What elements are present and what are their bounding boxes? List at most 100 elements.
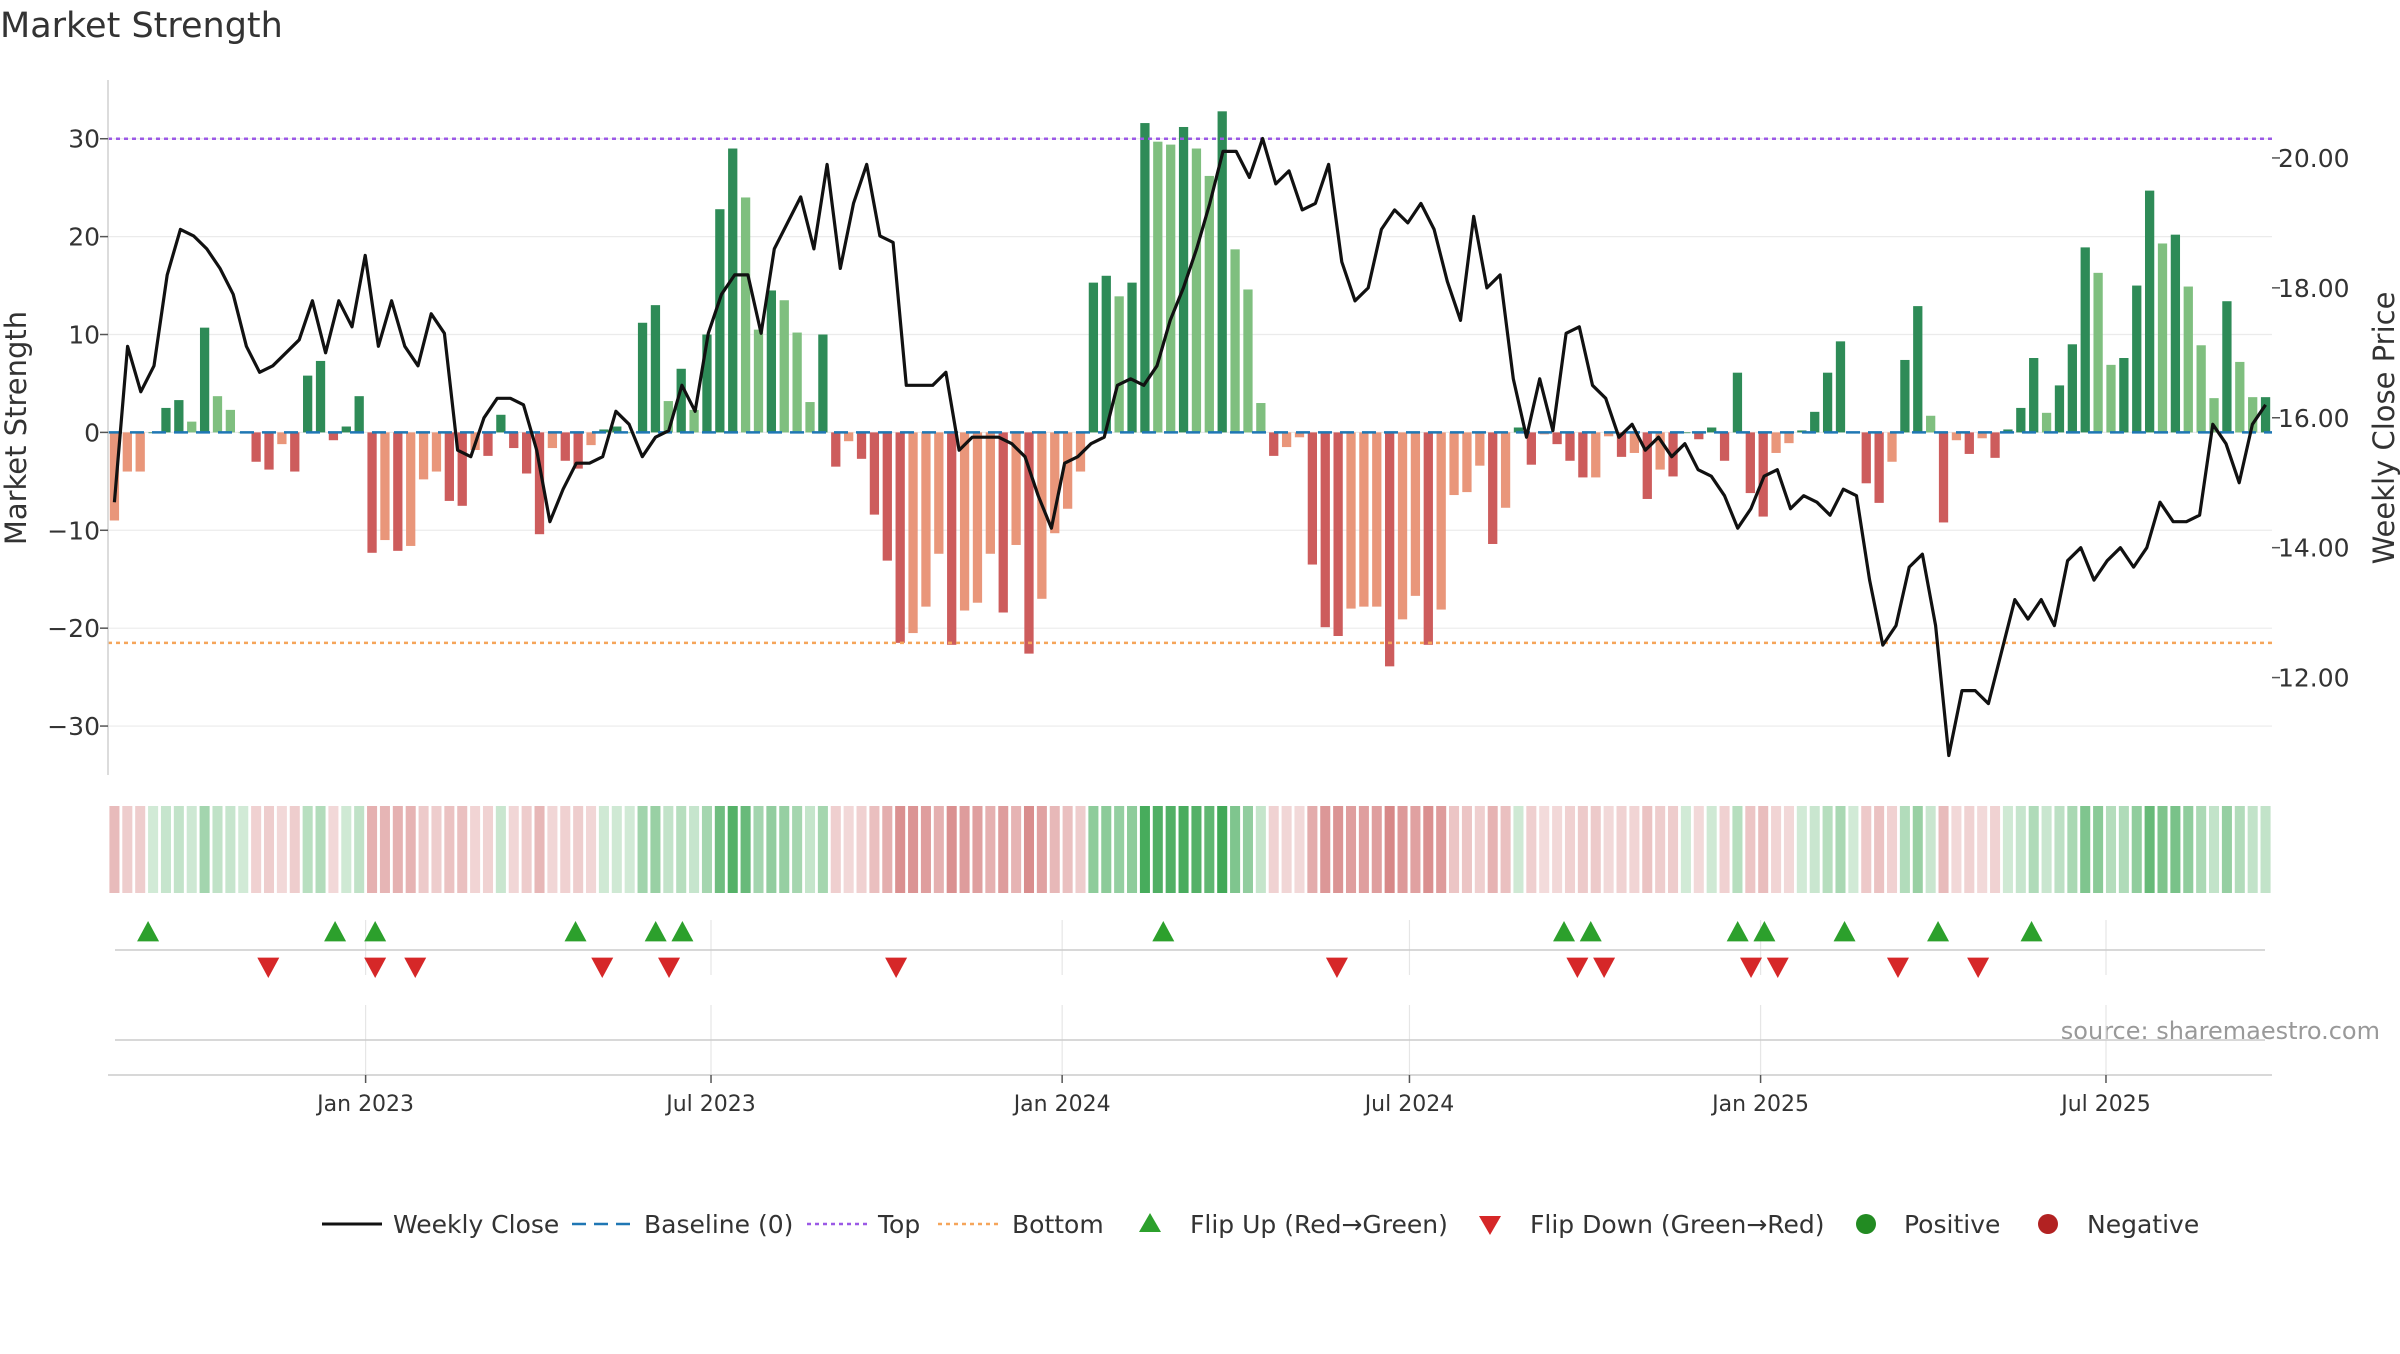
strength-bar	[135, 432, 145, 472]
strength-bar	[354, 396, 364, 433]
strip-cell	[212, 806, 223, 893]
strip-cell	[1835, 806, 1846, 893]
y-axis-label-right: Weekly Close Price	[2367, 292, 2400, 565]
strip-cell	[521, 806, 532, 893]
strength-bar	[908, 432, 918, 634]
y-tick-label-left: 20	[68, 223, 100, 252]
strip-cell	[2118, 806, 2129, 893]
strip-cell	[1139, 806, 1150, 893]
strip-cell	[2221, 806, 2232, 893]
strength-bar	[380, 432, 390, 541]
strength-bar	[2054, 385, 2065, 433]
strip-cell	[1242, 806, 1253, 893]
strip-cell	[1693, 806, 1704, 893]
strip-cell	[1758, 806, 1769, 893]
legend-label: Negative	[2087, 1210, 2199, 1239]
strength-bar	[1951, 432, 1962, 441]
strip-cell	[650, 806, 661, 893]
heat-strip	[109, 806, 2271, 893]
strip-cell	[792, 806, 803, 893]
strength-bar	[1990, 432, 2000, 458]
y-tick-label-right: 18.00	[2278, 274, 2350, 303]
strip-cell	[2234, 806, 2245, 893]
strip-cell	[1771, 806, 1782, 893]
strip-cell	[1513, 806, 1524, 893]
strip-cell	[959, 806, 970, 893]
strength-bar	[2157, 243, 2168, 433]
strip-cell	[1719, 806, 1730, 893]
x-tick-label: Jan 2023	[315, 1092, 414, 1117]
strength-bar	[2209, 398, 2219, 433]
strength-bar	[367, 432, 377, 553]
strength-bar	[1810, 411, 1820, 433]
y-tick-label-right: 12.00	[2278, 664, 2350, 693]
strip-cell	[199, 806, 210, 893]
strength-bar	[2144, 190, 2155, 433]
strip-cell	[2183, 806, 2194, 893]
strip-cell	[895, 806, 906, 893]
strength-bar	[264, 432, 274, 470]
strip-cell	[1449, 806, 1460, 893]
strength-bar	[2119, 358, 2129, 433]
reference-lines	[108, 137, 2272, 645]
flip-up-marker	[1579, 921, 1602, 942]
strip-cell	[2144, 806, 2155, 893]
strength-bar	[2132, 285, 2142, 433]
strength-bar	[1707, 427, 1717, 433]
strip-cell	[1436, 806, 1447, 893]
strength-bar	[418, 432, 429, 480]
strip-cell	[727, 806, 738, 893]
strength-bar	[934, 432, 944, 554]
strip-cell	[1165, 806, 1176, 893]
strength-bar	[199, 327, 210, 433]
strength-bar	[547, 432, 558, 449]
strength-bar	[1500, 432, 1511, 508]
strip-cell	[122, 806, 133, 893]
strip-cell	[1333, 806, 1344, 893]
strip-cell	[444, 806, 455, 893]
strip-cell	[1552, 806, 1563, 893]
strip-cell	[882, 806, 893, 893]
strip-cell	[1410, 806, 1421, 893]
strip-cell	[392, 806, 403, 893]
strip-cell	[1075, 806, 1086, 893]
strip-cell	[1358, 806, 1369, 893]
strength-bar	[109, 432, 120, 521]
flip-down-marker	[1886, 957, 1909, 978]
strength-bar	[753, 329, 764, 433]
axes-layer: 30 20 10 0 −10 −20 −30 20.00 18.00 16.00 14.00 12.0…	[47, 80, 2350, 775]
strip-cell	[315, 806, 326, 893]
strip-cell	[817, 806, 828, 893]
strip-cell	[1874, 806, 1885, 893]
legend-swatch-triangle-up	[1139, 1213, 1161, 1232]
strip-cell	[2260, 806, 2271, 893]
strength-bar	[1578, 432, 1588, 478]
x-tick-label: Jan 2024	[1012, 1092, 1111, 1117]
strip-cell	[186, 806, 197, 893]
flip-up-marker	[1927, 921, 1950, 942]
strength-bar	[1797, 430, 1807, 433]
strip-cell	[1577, 806, 1588, 893]
y-tick-label-right: 16.00	[2278, 404, 2350, 433]
strip-cell	[2131, 806, 2142, 893]
strip-cell	[1371, 806, 1382, 893]
strip-cell	[1307, 806, 1318, 893]
strength-bar	[161, 407, 171, 433]
strip-cell	[2170, 806, 2181, 893]
strip-cell	[263, 806, 275, 893]
strength-bar	[2235, 361, 2245, 433]
strength-bar	[1359, 432, 1369, 607]
strength-bar	[431, 432, 442, 472]
strength-bar	[792, 332, 802, 433]
strength-bar	[1565, 432, 1575, 461]
strength-bar	[1822, 372, 1833, 433]
flip-up-marker	[1726, 921, 1749, 942]
strip-cell	[2054, 806, 2065, 893]
strength-bar	[1861, 432, 1871, 484]
y-tick-label-left: 30	[68, 125, 100, 154]
x-tick-label: Jul 2023	[664, 1092, 756, 1117]
strip-cell	[1255, 806, 1266, 893]
strength-bar	[1938, 432, 1949, 523]
strip-cell	[2196, 806, 2207, 893]
legend-item-bottom: Bottom	[938, 1210, 1104, 1239]
